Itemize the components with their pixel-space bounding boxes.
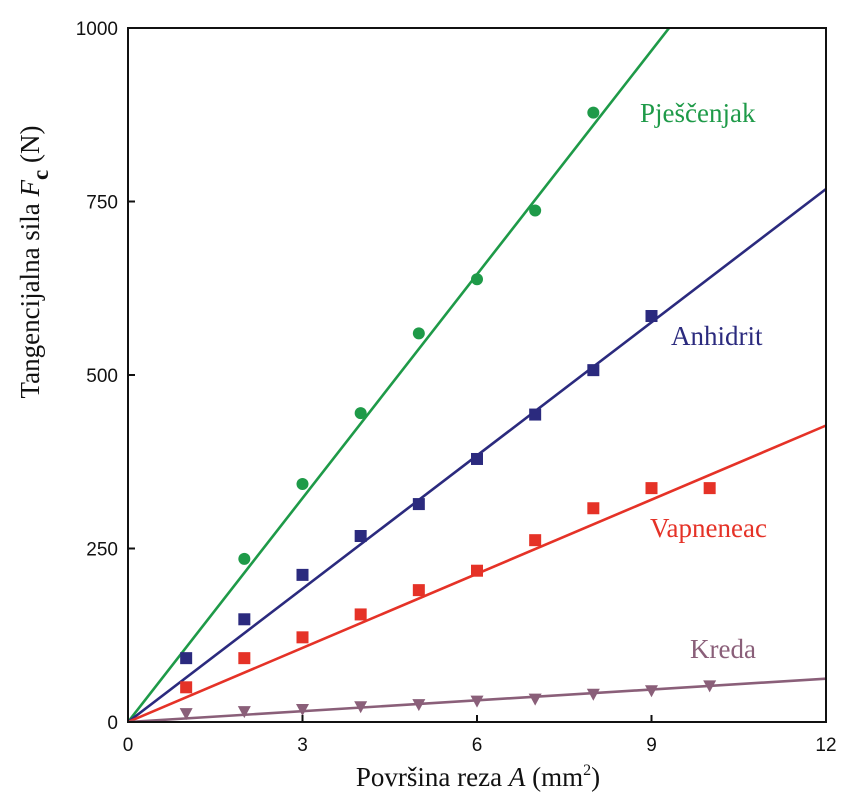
x-tick-label: 6 — [472, 735, 483, 756]
series-labels: Pješčenjak Anhidrit Vapneneac Kreda — [640, 98, 767, 664]
data-point — [238, 652, 251, 665]
data-point — [471, 452, 483, 465]
y-tick-label: 250 — [86, 540, 118, 561]
data-point — [703, 680, 717, 693]
series-label: Anhidrit — [671, 321, 763, 351]
y-tick-label: 750 — [86, 193, 118, 214]
x-tick-label: 3 — [297, 735, 308, 756]
data-point — [180, 681, 193, 694]
plot-frame — [127, 27, 827, 723]
x-axis-unit-start: (mm — [525, 762, 583, 792]
y-tick-label: 1000 — [76, 19, 118, 40]
data-point — [645, 685, 658, 698]
y-axis-variable: F — [15, 179, 45, 197]
data-point — [238, 552, 251, 565]
data-point — [354, 608, 367, 621]
data-point — [586, 688, 600, 701]
x-tick-label: 9 — [646, 735, 657, 756]
data-point — [528, 693, 542, 706]
data-point — [354, 701, 368, 714]
data-point — [354, 530, 367, 543]
data-point — [703, 482, 716, 495]
y-axis-title-text: Tangencijalna sila — [15, 196, 45, 398]
data-point — [529, 204, 542, 217]
data-point — [354, 407, 367, 420]
data-point — [471, 564, 483, 577]
data-point — [237, 706, 251, 719]
x-axis-unit-exponent: 2 — [583, 762, 591, 779]
data-point — [412, 699, 426, 712]
x-axis-title-text: Površina reza — [356, 762, 509, 792]
data-point — [470, 695, 484, 708]
data-point — [296, 568, 309, 581]
data-point — [296, 631, 309, 644]
data-point — [296, 477, 309, 490]
data-point — [529, 534, 542, 547]
y-axis-title: Tangencijalna sila Fc (N) — [15, 126, 53, 399]
x-tick-label: 0 — [123, 735, 134, 756]
series-label: Pješčenjak — [640, 98, 756, 128]
x-axis-unit-end: ) — [591, 762, 600, 792]
x-axis-variable: A — [507, 762, 526, 792]
data-point — [471, 273, 483, 286]
data-point — [587, 364, 600, 377]
x-tick-label: 12 — [815, 735, 836, 756]
y-axis-unit: (N) — [15, 126, 45, 170]
data-point — [179, 708, 193, 721]
data-point — [587, 502, 600, 515]
y-tick-label: 0 — [107, 713, 118, 734]
data-point — [587, 106, 600, 119]
data-point — [238, 613, 251, 626]
x-axis-title: Površina reza A (mm2) — [356, 762, 600, 792]
series-label: Vapneneac — [650, 513, 767, 543]
data-point — [412, 498, 425, 511]
data-point — [180, 652, 193, 665]
data-point — [412, 327, 425, 340]
data-point — [645, 310, 658, 323]
data-points — [179, 106, 717, 721]
y-axis-variable-subscript: c — [28, 170, 53, 180]
data-point — [412, 584, 425, 597]
data-point — [645, 482, 658, 495]
data-point — [529, 408, 542, 421]
data-point — [296, 704, 309, 717]
y-tick-label: 500 — [86, 366, 118, 387]
series-label: Kreda — [690, 634, 756, 664]
axis-ticks: 0 3 6 9 12 0 250 500 750 1000 — [76, 19, 837, 756]
